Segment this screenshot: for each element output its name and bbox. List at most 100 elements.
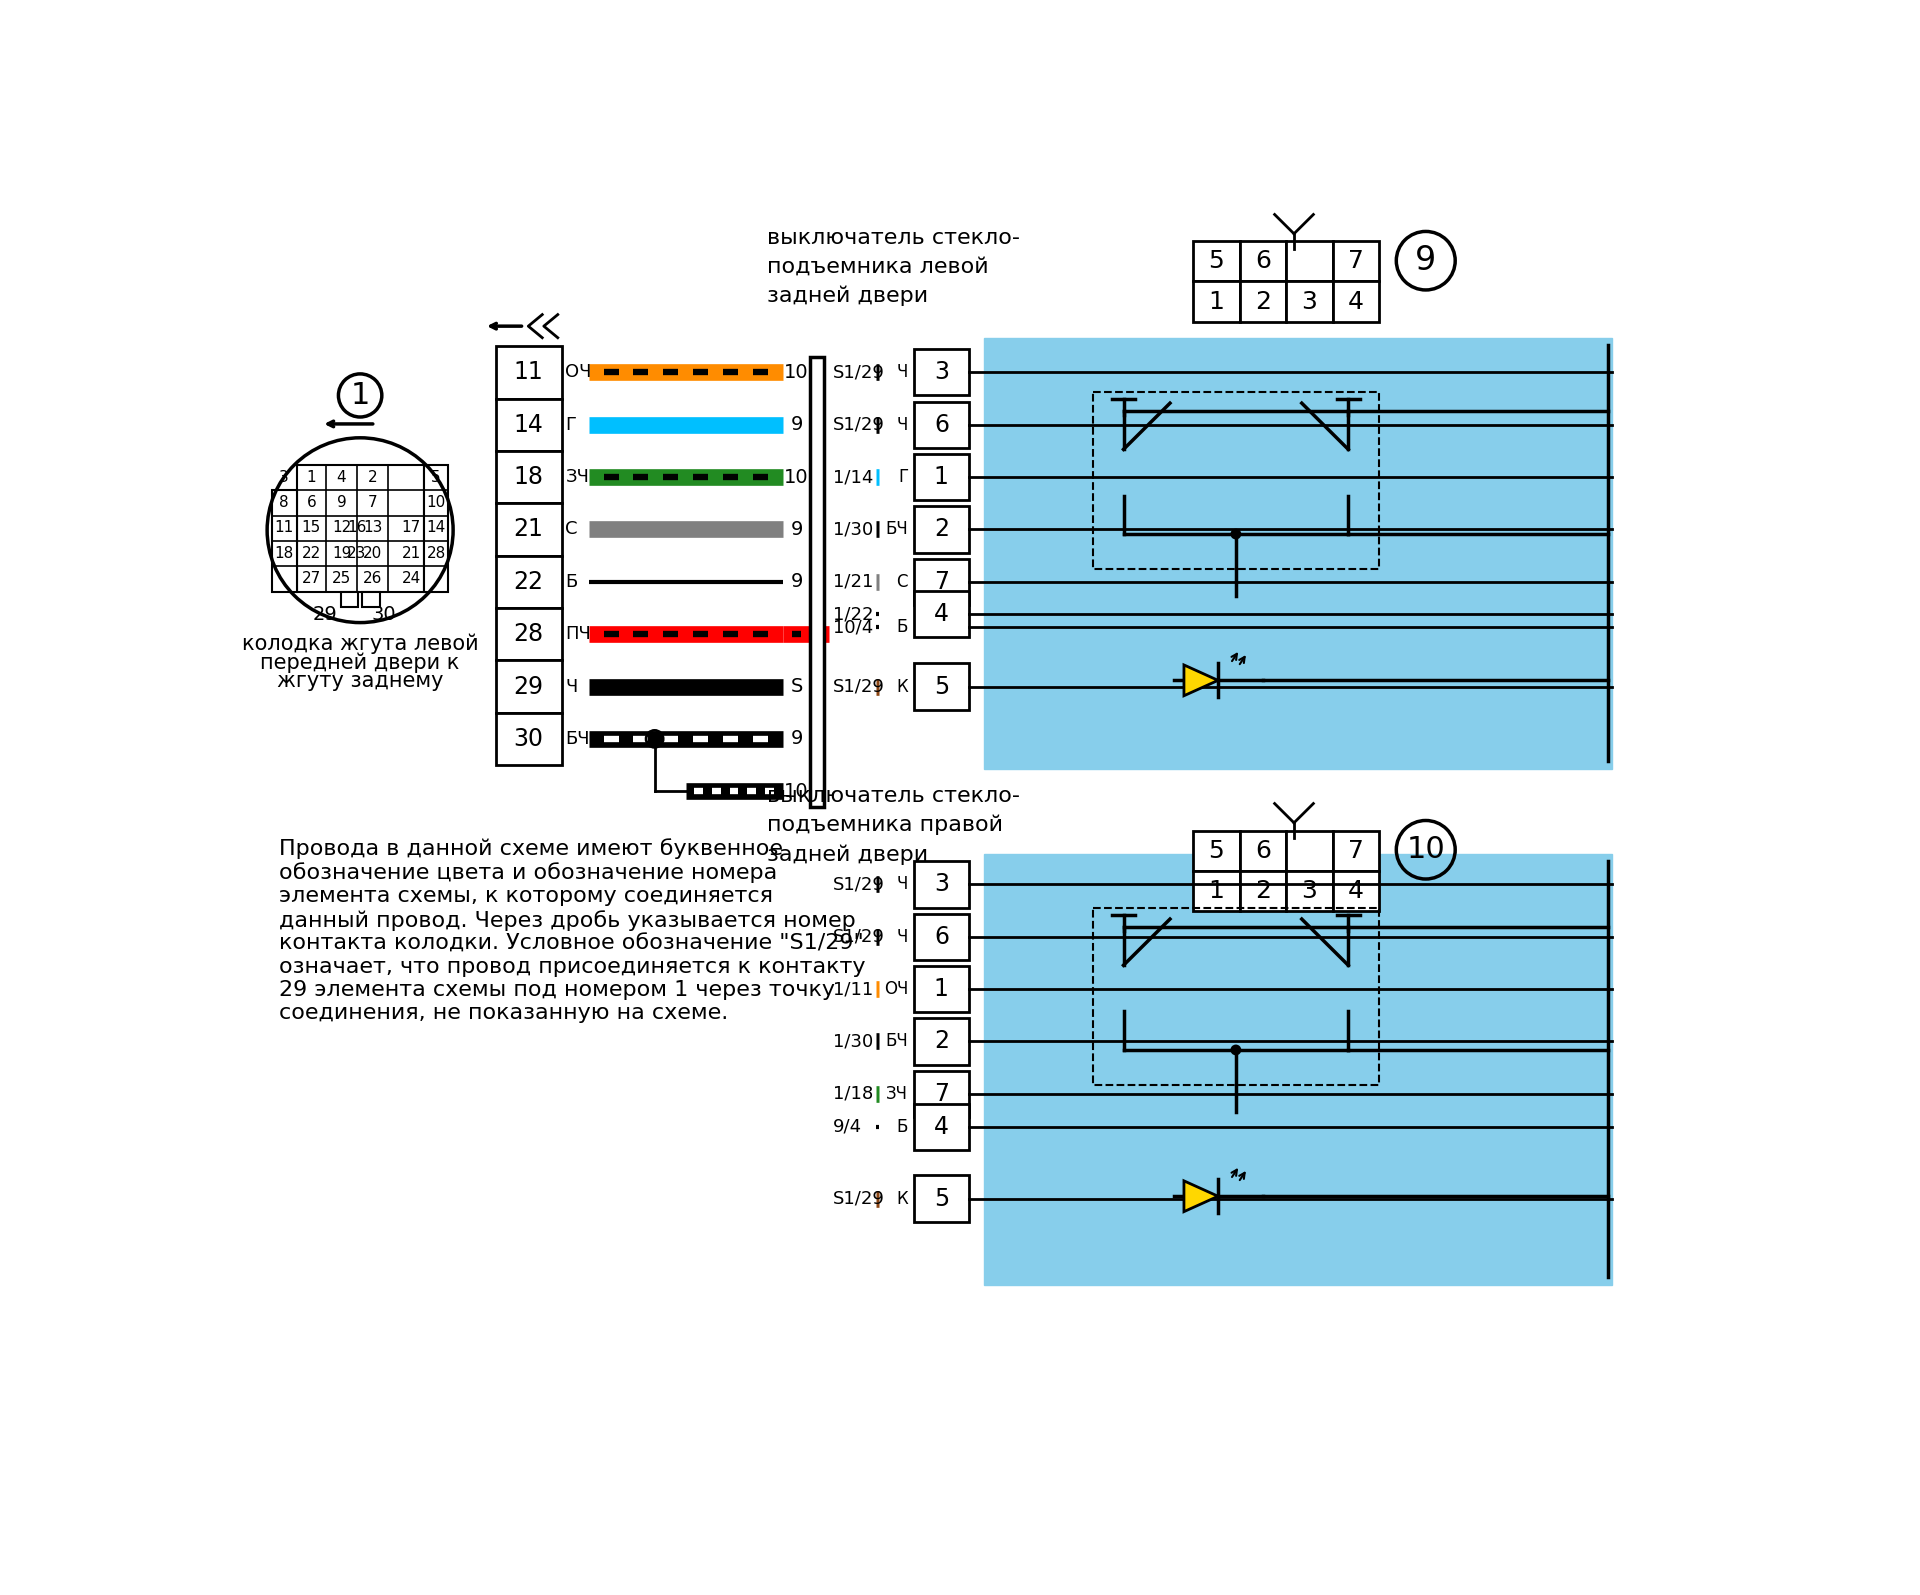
- Bar: [1240, 831, 1286, 871]
- Text: 8: 8: [280, 494, 290, 510]
- Bar: [983, 338, 1611, 769]
- Text: 2: 2: [369, 469, 378, 485]
- Bar: [340, 592, 357, 608]
- Bar: [424, 464, 449, 592]
- Text: 4: 4: [1348, 879, 1363, 903]
- Text: 13: 13: [363, 520, 382, 536]
- Text: 9/4: 9/4: [833, 1118, 862, 1136]
- Text: S: S: [791, 676, 803, 695]
- Text: ЗЧ: ЗЧ: [885, 1085, 908, 1102]
- Bar: [1286, 281, 1332, 322]
- Bar: [914, 402, 968, 448]
- Text: 12: 12: [332, 520, 351, 536]
- Text: 7: 7: [933, 569, 948, 593]
- Text: 29: 29: [513, 675, 543, 699]
- Bar: [983, 853, 1611, 1286]
- Bar: [495, 504, 563, 555]
- Text: 2: 2: [933, 1029, 948, 1053]
- Text: 5: 5: [933, 675, 948, 699]
- Text: 16: 16: [348, 520, 367, 536]
- Text: 9: 9: [791, 415, 803, 434]
- Text: БЧ: БЧ: [885, 1032, 908, 1051]
- Text: Г: Г: [899, 467, 908, 486]
- Text: 20: 20: [363, 545, 382, 561]
- Bar: [914, 1176, 968, 1222]
- Text: 29: 29: [313, 606, 338, 624]
- Bar: [1192, 831, 1240, 871]
- Text: 7: 7: [1348, 249, 1363, 273]
- Text: задней двери: задней двери: [766, 286, 927, 306]
- Text: Ч: Ч: [897, 416, 908, 434]
- Text: 2: 2: [1256, 879, 1271, 903]
- Text: 10/4: 10/4: [833, 619, 874, 636]
- Text: выключатель стекло-: выключатель стекло-: [766, 786, 1020, 805]
- Text: S1/29: S1/29: [833, 678, 885, 695]
- Bar: [495, 660, 563, 713]
- Text: S1/29: S1/29: [833, 1190, 885, 1207]
- Text: 1/21: 1/21: [833, 573, 874, 590]
- Bar: [495, 346, 563, 399]
- Text: 15: 15: [301, 520, 321, 536]
- Bar: [914, 967, 968, 1013]
- Text: 14: 14: [426, 520, 445, 536]
- Bar: [914, 664, 968, 710]
- Text: Б: Б: [897, 1118, 908, 1136]
- Polygon shape: [1185, 665, 1217, 695]
- Text: 6: 6: [933, 413, 948, 437]
- Text: 10: 10: [426, 494, 445, 510]
- Text: БЧ: БЧ: [885, 520, 908, 539]
- Bar: [1192, 871, 1240, 911]
- Bar: [495, 555, 563, 608]
- Text: ПЧ: ПЧ: [566, 625, 591, 643]
- Text: выключатель стекло-: выключатель стекло-: [766, 228, 1020, 247]
- Text: подъемника правой: подъемника правой: [766, 815, 1002, 836]
- Polygon shape: [1185, 1180, 1217, 1212]
- Text: 1: 1: [1208, 879, 1225, 903]
- Bar: [1192, 281, 1240, 322]
- Text: 23: 23: [348, 545, 367, 561]
- Text: 1: 1: [933, 466, 948, 490]
- Text: 6: 6: [933, 925, 948, 949]
- Text: 1/30: 1/30: [833, 1032, 874, 1051]
- Text: 4: 4: [1348, 290, 1363, 314]
- Text: Провода в данной схеме имеют буквенное
обозначение цвета и обозначение номера
эл: Провода в данной схеме имеют буквенное о…: [278, 839, 866, 1024]
- Text: 1/22: 1/22: [833, 605, 874, 624]
- Text: 7: 7: [1348, 839, 1363, 863]
- Text: задней двери: задней двери: [766, 844, 927, 864]
- Bar: [914, 1070, 968, 1116]
- Text: 1: 1: [933, 978, 948, 1002]
- Text: С: С: [566, 520, 578, 539]
- Text: 19: 19: [332, 545, 351, 561]
- Text: 9: 9: [791, 729, 803, 748]
- Text: 18: 18: [513, 466, 543, 490]
- Text: 5: 5: [1208, 839, 1225, 863]
- Text: 9: 9: [1415, 244, 1436, 278]
- Bar: [273, 490, 296, 592]
- Text: 26: 26: [363, 571, 382, 587]
- Text: 2: 2: [933, 517, 948, 541]
- Bar: [914, 914, 968, 960]
- Text: ОЧ: ОЧ: [883, 979, 908, 998]
- Text: 28: 28: [513, 622, 543, 646]
- Text: 6: 6: [1256, 839, 1271, 863]
- Text: S1/29: S1/29: [833, 364, 885, 381]
- Bar: [914, 861, 968, 908]
- Text: ЗЧ: ЗЧ: [566, 467, 589, 486]
- Text: 2: 2: [1256, 290, 1271, 314]
- Bar: [1286, 241, 1332, 281]
- Text: 24: 24: [401, 571, 420, 587]
- Text: 4: 4: [933, 603, 948, 627]
- Text: 22: 22: [513, 569, 543, 593]
- Text: 3: 3: [933, 360, 948, 384]
- Text: жгуту заднему: жгуту заднему: [276, 671, 444, 691]
- Bar: [914, 455, 968, 501]
- Text: 4: 4: [336, 469, 346, 485]
- Text: Г: Г: [566, 416, 576, 434]
- Text: 3: 3: [933, 872, 948, 896]
- Bar: [914, 349, 968, 396]
- Text: К: К: [897, 1190, 908, 1207]
- Bar: [495, 608, 563, 660]
- Text: 10: 10: [783, 362, 808, 381]
- Text: 5: 5: [933, 1187, 948, 1211]
- Text: Б: Б: [566, 573, 578, 590]
